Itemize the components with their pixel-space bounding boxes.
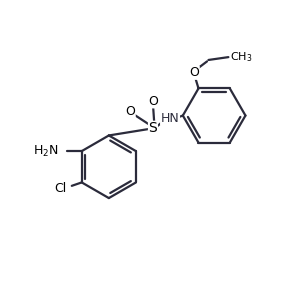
- Text: S: S: [149, 121, 157, 135]
- Text: O: O: [148, 95, 158, 108]
- Text: O: O: [189, 66, 199, 79]
- Text: HN: HN: [161, 112, 179, 125]
- Text: Cl: Cl: [54, 182, 66, 195]
- Text: O: O: [125, 105, 135, 118]
- Text: H$_2$N: H$_2$N: [33, 143, 59, 159]
- Text: CH$_3$: CH$_3$: [230, 50, 252, 64]
